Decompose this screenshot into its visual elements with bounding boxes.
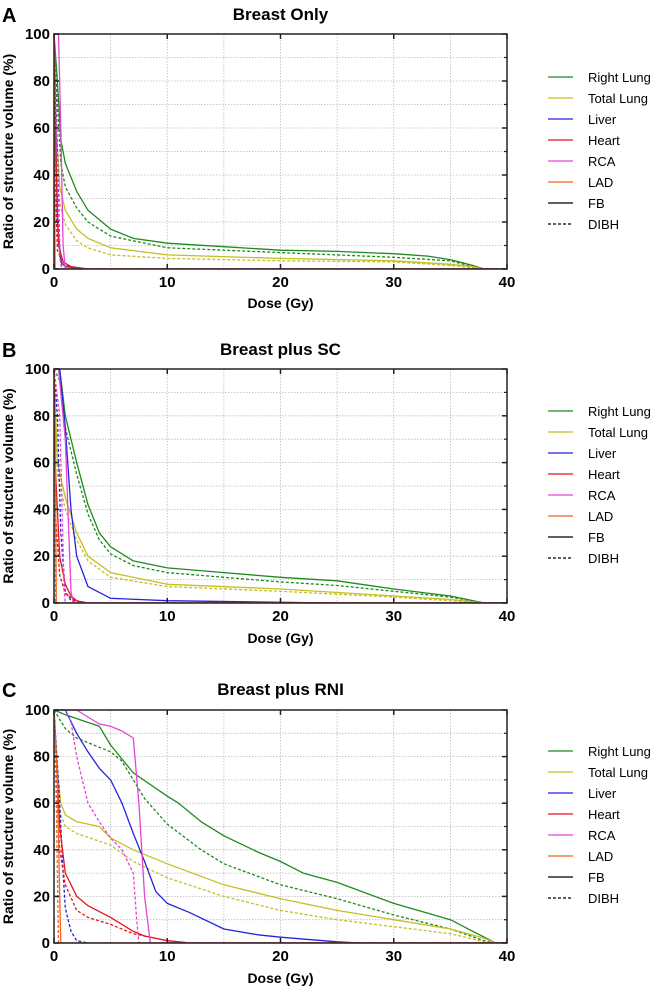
y-tick-label: 20 <box>33 214 50 231</box>
chart-title: Breast Only <box>233 5 329 24</box>
series-line-rca-dibh <box>54 33 507 269</box>
chart-title: Breast plus RNI <box>217 680 344 699</box>
legend-label: FB <box>588 196 605 211</box>
panel-a: A Breast Only 0 10 20 30 40 0 20 40 60 80 100 Dose (G… <box>0 5 651 311</box>
legend-label: LAD <box>588 509 613 524</box>
series-line-total-lung-fb <box>54 368 507 603</box>
legend-label: Liver <box>588 112 617 127</box>
legend-label: Total Lung <box>588 425 648 440</box>
x-axis-label: Dose (Gy) <box>247 295 313 311</box>
series-line-rca-fb <box>54 709 507 943</box>
x-tick-label: 20 <box>272 274 289 291</box>
series-line-rca-dibh <box>54 368 507 603</box>
legend-label: DIBH <box>588 551 619 566</box>
y-tick-label: 100 <box>25 361 50 378</box>
legend-label: Right Lung <box>588 744 651 759</box>
x-tick-label: 20 <box>272 608 289 625</box>
series-line-heart-fb <box>54 709 507 943</box>
y-tick-label: 80 <box>33 749 50 766</box>
panel-b: B Breast plus SC 0 10 20 30 40 0 20 40 60 80 100 Dose… <box>0 340 651 646</box>
legend: Right Lung Total Lung Liver Heart RCA LAD FB DI… <box>548 70 651 232</box>
chart-title: Breast plus SC <box>220 340 341 359</box>
series-line-rca-dibh <box>54 709 507 943</box>
legend-label: RCA <box>588 154 616 169</box>
panel-label: B <box>2 340 16 362</box>
x-tick-label: 30 <box>385 608 402 625</box>
y-tick-label: 20 <box>33 548 50 565</box>
panel-c: C Breast plus RNI 0 10 20 30 40 0 20 40 60 80 100 Dos… <box>0 680 651 986</box>
legend-label: Liver <box>588 446 617 461</box>
y-tick-label: 80 <box>33 73 50 90</box>
x-tick-label: 10 <box>159 608 176 625</box>
legend-label: FB <box>588 870 605 885</box>
series-line-total-lung-dibh <box>54 368 507 603</box>
series-line-lad-dibh <box>54 368 507 603</box>
y-tick-label: 0 <box>42 261 50 278</box>
y-axis-label: Ratio of structure volume (%) <box>0 388 16 583</box>
x-tick-label: 0 <box>50 274 58 291</box>
legend-label: Heart <box>588 807 620 822</box>
legend-label: Heart <box>588 133 620 148</box>
x-axis-label: Dose (Gy) <box>247 970 313 986</box>
legend-label: Total Lung <box>588 765 648 780</box>
series-line-right-lung-fb <box>54 33 507 269</box>
x-tick-label: 40 <box>499 274 516 291</box>
legend-label: Right Lung <box>588 70 651 85</box>
legend-label: DIBH <box>588 891 619 906</box>
series-line-heart-dibh <box>54 709 507 943</box>
x-tick-label: 10 <box>159 274 176 291</box>
series-line-right-lung-fb <box>54 368 507 603</box>
series-line-total-lung-fb <box>54 709 507 943</box>
legend-label: LAD <box>588 849 613 864</box>
series-line-total-lung-fb <box>54 33 507 269</box>
x-tick-label: 30 <box>385 274 402 291</box>
y-tick-label: 40 <box>33 501 50 518</box>
legend-label: FB <box>588 530 605 545</box>
legend-label: Liver <box>588 786 617 801</box>
x-tick-label: 40 <box>499 608 516 625</box>
y-tick-label: 60 <box>33 120 50 137</box>
legend: Right Lung Total Lung Liver Heart RCA LAD FB DI… <box>548 404 651 566</box>
series-line-right-lung-dibh <box>54 368 507 603</box>
legend-label: Right Lung <box>588 404 651 419</box>
y-axis-label: Ratio of structure volume (%) <box>0 54 16 249</box>
x-tick-label: 20 <box>272 948 289 965</box>
y-axis-label: Ratio of structure volume (%) <box>0 729 16 924</box>
panel-label: A <box>2 5 16 27</box>
panel-label: C <box>2 680 16 702</box>
legend: Right Lung Total Lung Liver Heart RCA LAD FB DI… <box>548 744 651 906</box>
legend-label: RCA <box>588 488 616 503</box>
x-tick-label: 30 <box>385 948 402 965</box>
legend-label: Total Lung <box>588 91 648 106</box>
y-tick-label: 60 <box>33 455 50 472</box>
y-tick-label: 60 <box>33 795 50 812</box>
y-tick-label: 100 <box>25 26 50 43</box>
y-tick-label: 40 <box>33 842 50 859</box>
x-axis-label: Dose (Gy) <box>247 630 313 646</box>
legend-label: LAD <box>588 175 613 190</box>
legend-label: DIBH <box>588 217 619 232</box>
y-tick-label: 20 <box>33 888 50 905</box>
x-tick-label: 10 <box>159 948 176 965</box>
series-line-total-lung-dibh <box>54 709 507 943</box>
x-tick-label: 0 <box>50 608 58 625</box>
x-tick-label: 0 <box>50 948 58 965</box>
x-tick-label: 40 <box>499 948 516 965</box>
legend-label: Heart <box>588 467 620 482</box>
y-tick-label: 40 <box>33 167 50 184</box>
y-tick-label: 0 <box>42 935 50 952</box>
y-tick-label: 80 <box>33 408 50 425</box>
series-line-right-lung-fb <box>54 709 507 943</box>
y-tick-label: 0 <box>42 595 50 612</box>
legend-label: RCA <box>588 828 616 843</box>
y-tick-label: 100 <box>25 702 50 719</box>
series-line-liver-fb <box>54 709 507 943</box>
